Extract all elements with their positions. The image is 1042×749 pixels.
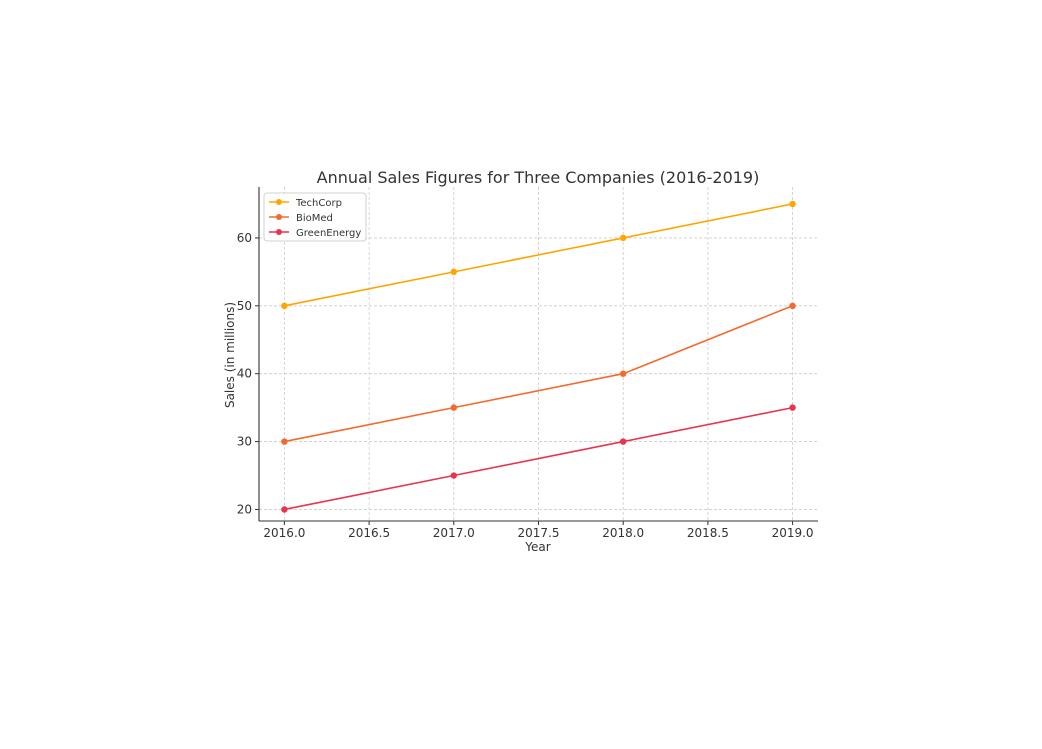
data-point [450,404,458,411]
y-tick-label: 40 [237,367,252,381]
legend-label: BioMed [296,213,333,224]
axes: 2016.0 2016.5 2017.0 2017.5 2018.0 2018.5 2019… [237,187,818,540]
series-line [284,406,793,511]
data-point [619,370,627,377]
series-line [284,203,793,307]
legend-label: TechCorp [295,198,342,209]
x-tick-label: 2019.0 [772,526,814,540]
y-tick-label: 20 [237,502,252,516]
legend-marker [276,229,282,235]
x-axis-label: Year [524,540,550,554]
x-tick-label: 2016.5 [348,526,390,540]
x-tick-label: 2016.0 [263,526,305,540]
y-axis-label: Sales (in millions) [223,302,237,408]
x-tick-label: 2017.0 [433,526,475,540]
series-layer [281,200,796,513]
legend: TechCorp BioMed GreenEnergy [263,192,367,242]
x-tick-label: 2018.0 [602,526,644,540]
data-point [450,472,458,479]
data-point [281,506,288,513]
data-point [281,438,288,445]
x-tick-label: 2017.5 [518,526,560,540]
grid [259,187,818,521]
data-point [789,302,796,310]
legend-label: GreenEnergy [296,228,361,239]
legend-box [263,192,367,242]
legend-marker [276,214,282,220]
y-tick-label: 60 [237,231,252,245]
data-point [619,234,627,242]
chart-title: Annual Sales Figures for Three Companies… [317,168,760,187]
series-line [284,305,793,443]
data-point [450,268,458,276]
data-point [789,404,796,411]
x-tick-label: 2018.5 [687,526,729,540]
data-point [619,438,627,445]
y-tick-label: 30 [237,435,252,449]
legend-marker [276,199,282,205]
data-point [789,200,796,208]
data-point [281,302,288,310]
y-tick-label: 50 [237,299,252,313]
